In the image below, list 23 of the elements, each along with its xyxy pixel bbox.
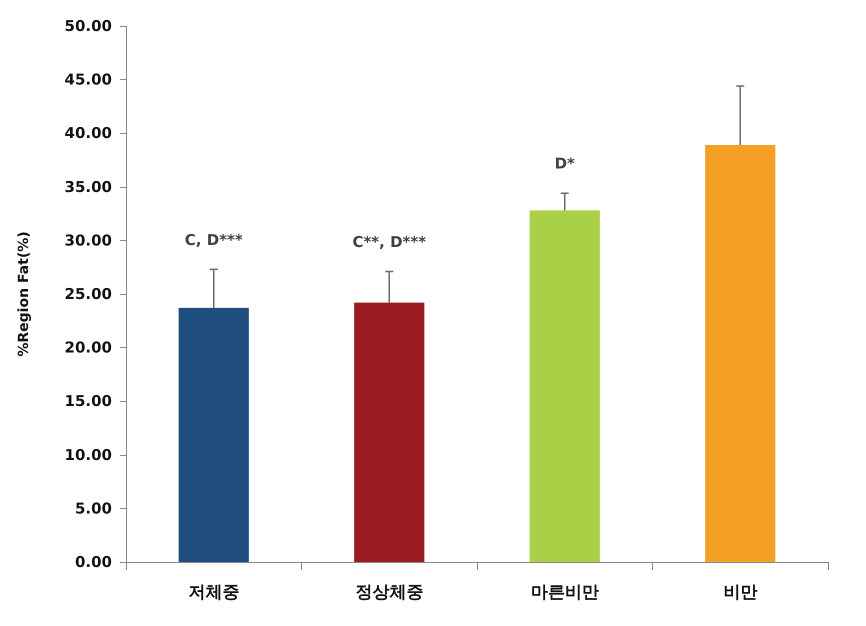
bar [530, 210, 600, 562]
y-tick-label: 25.00 [64, 285, 112, 303]
y-tick-label: 45.00 [64, 70, 112, 89]
annotation: C**, D*** [352, 232, 426, 251]
bar [178, 308, 249, 562]
y-tick-label: 10.00 [64, 446, 112, 464]
y-tick-label: 35.00 [64, 178, 112, 196]
y-tick-label: 30.00 [64, 231, 112, 250]
y-tick-label: 0.00 [74, 553, 112, 571]
bar [354, 302, 424, 562]
y-axis-title: %Region Fat(%) [16, 231, 32, 357]
x-tick-label: 저체중 [188, 582, 240, 602]
x-tick-label: 비만 [723, 582, 758, 602]
y-tick-label: 20.00 [64, 338, 112, 357]
y-tick-label: 50.00 [64, 17, 112, 35]
bar [705, 144, 776, 562]
annotation: D* [554, 154, 576, 173]
y-tick-label: 40.00 [64, 124, 112, 142]
y-tick-label: 5.00 [74, 499, 112, 518]
y-tick-label: 15.00 [64, 392, 112, 410]
x-tick-label: 마른비만 [530, 582, 599, 602]
x-tick-label: 정상체중 [355, 582, 424, 602]
annotation: C, D*** [184, 230, 243, 249]
